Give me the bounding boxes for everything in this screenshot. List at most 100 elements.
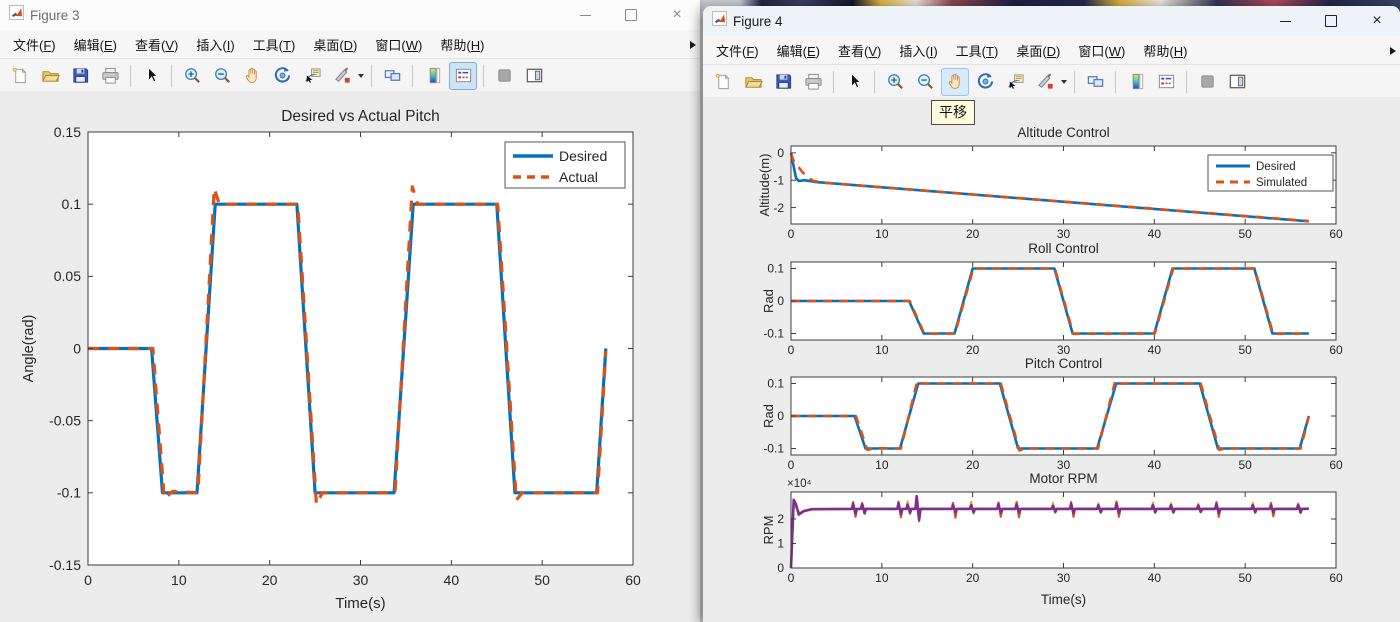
menu-item-tools[interactable]: 工具(T) (955, 43, 999, 59)
svg-text:Angle(rad): Angle(rad) (21, 315, 37, 383)
svg-text:-2: -2 (773, 201, 784, 215)
pitch-plot[interactable]: 0 10 20 30 40 50 60 0.15 0.1 0.05 0 -0.05 -0.1 -0.15 D… (0, 91, 700, 622)
menu-item-file[interactable]: 文件(F) (716, 43, 759, 59)
menu-item-window[interactable]: 窗口(W) (1078, 43, 1126, 59)
menu-item-insert[interactable]: 插入(I) (899, 43, 938, 59)
svg-text:0: 0 (788, 458, 795, 472)
svg-text:Actual: Actual (559, 169, 598, 185)
svg-text:-1: -1 (773, 173, 784, 187)
figure3-titlebar[interactable]: Figure 3 × (0, 0, 700, 30)
zoom-in-icon[interactable] (881, 68, 909, 96)
svg-text:0.1: 0.1 (767, 262, 784, 276)
svg-text:10: 10 (875, 458, 889, 472)
menu-item-desktop[interactable]: 桌面(D) (313, 37, 358, 53)
menu-item-tools[interactable]: 工具(T) (252, 37, 296, 53)
toolbar-separator (1115, 70, 1116, 93)
maximize-button[interactable] (608, 0, 654, 30)
toolbar (0, 59, 700, 93)
print-icon[interactable] (799, 68, 827, 96)
data-cursor-icon[interactable] (1001, 68, 1029, 96)
svg-text:0: 0 (73, 340, 81, 356)
plot-tools-on-icon[interactable] (1223, 68, 1251, 96)
svg-text:30: 30 (353, 572, 369, 588)
menu-item-view[interactable]: 查看(V) (838, 43, 882, 59)
zoom-in-icon[interactable] (178, 62, 206, 90)
svg-text:60: 60 (1329, 227, 1343, 241)
pan-icon[interactable] (238, 62, 266, 90)
menu-overflow-arrow-icon[interactable] (690, 41, 696, 49)
maximize-button[interactable] (1308, 6, 1354, 36)
rotate-3d-icon[interactable] (268, 62, 296, 90)
arrow-tool-icon[interactable] (840, 68, 868, 96)
svg-text:Roll Control: Roll Control (1028, 241, 1099, 256)
svg-text:10: 10 (875, 343, 889, 357)
svg-text:2: 2 (777, 512, 784, 526)
zoom-out-icon[interactable] (208, 62, 236, 90)
new-figure-icon[interactable] (709, 68, 737, 96)
toolbar (703, 65, 1400, 99)
brush-dropdown-icon[interactable] (1061, 79, 1067, 84)
svg-text:Simulated: Simulated (1256, 177, 1307, 189)
svg-text:20: 20 (966, 227, 980, 241)
new-figure-icon[interactable] (6, 62, 34, 90)
svg-text:0: 0 (777, 146, 784, 160)
print-icon[interactable] (96, 62, 124, 90)
data-cursor-icon[interactable] (298, 62, 326, 90)
svg-text:Rad: Rad (761, 289, 776, 313)
open-file-icon[interactable] (36, 62, 64, 90)
menu-item-edit[interactable]: 编辑(E) (73, 37, 117, 53)
plot-tools-off-icon[interactable] (490, 62, 518, 90)
svg-text:Pitch Control: Pitch Control (1025, 356, 1102, 371)
svg-text:10: 10 (875, 571, 889, 585)
close-button[interactable]: × (1372, 12, 1382, 29)
pan-icon[interactable] (941, 67, 969, 96)
menu-item-help[interactable]: 帮助(H) (440, 37, 485, 53)
menu-item-edit[interactable]: 编辑(E) (776, 43, 820, 59)
svg-text:1: 1 (777, 537, 784, 551)
link-plot-icon[interactable] (1081, 68, 1109, 96)
svg-text:10: 10 (171, 572, 187, 588)
svg-text:0.05: 0.05 (54, 268, 81, 284)
svg-text:50: 50 (1238, 227, 1252, 241)
save-icon[interactable] (66, 62, 94, 90)
pan-tooltip: 平移 (931, 100, 975, 125)
menu-item-file[interactable]: 文件(F) (13, 37, 56, 53)
brush-icon[interactable] (328, 62, 356, 90)
link-plot-icon[interactable] (378, 62, 406, 90)
open-file-icon[interactable] (739, 68, 767, 96)
insert-colorbar-icon[interactable] (419, 62, 447, 90)
menu-item-window[interactable]: 窗口(W) (375, 37, 423, 53)
insert-colorbar-icon[interactable] (1122, 68, 1150, 96)
menu-item-help[interactable]: 帮助(H) (1143, 43, 1188, 59)
toolbar-separator (1186, 70, 1187, 93)
svg-text:60: 60 (1329, 571, 1343, 585)
window-title: Figure 4 (733, 13, 783, 29)
save-icon[interactable] (769, 68, 797, 96)
menu-item-view[interactable]: 查看(V) (135, 37, 179, 53)
svg-text:Rad: Rad (761, 404, 776, 428)
menu-overflow-arrow-icon[interactable] (1390, 47, 1396, 55)
toolbar-separator (1074, 70, 1075, 93)
menu-item-insert[interactable]: 插入(I) (196, 37, 235, 53)
rotate-3d-icon[interactable] (971, 68, 999, 96)
figure4-titlebar[interactable]: Figure 4 × (703, 6, 1400, 36)
svg-text:0.15: 0.15 (54, 124, 81, 140)
svg-text:0: 0 (84, 572, 92, 588)
minimize-button[interactable] (1262, 6, 1308, 36)
close-button[interactable]: × (672, 6, 682, 23)
arrow-tool-icon[interactable] (137, 62, 165, 90)
menu-item-desktop[interactable]: 桌面(D) (1016, 43, 1061, 59)
zoom-out-icon[interactable] (911, 68, 939, 96)
svg-text:60: 60 (1329, 343, 1343, 357)
insert-legend-icon[interactable] (449, 61, 477, 90)
svg-text:20: 20 (966, 343, 980, 357)
plot-tools-off-icon[interactable] (1193, 68, 1221, 96)
brush-dropdown-icon[interactable] (358, 73, 364, 78)
insert-legend-icon[interactable] (1152, 68, 1180, 96)
minimize-button[interactable] (562, 0, 608, 30)
brush-icon[interactable] (1031, 68, 1059, 96)
plot-tools-on-icon[interactable] (520, 62, 548, 90)
svg-text:20: 20 (966, 571, 980, 585)
svg-text:-0.1: -0.1 (763, 442, 784, 456)
